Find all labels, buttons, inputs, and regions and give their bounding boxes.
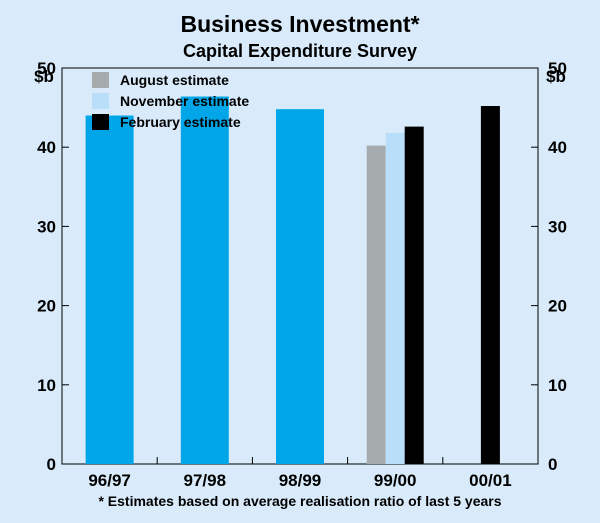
legend-label-november: November estimate <box>120 93 249 109</box>
bar-actual-96-97 <box>85 115 134 465</box>
legend-swatch-august <box>92 72 109 88</box>
chart-title: Business Investment* <box>180 11 419 37</box>
y-tick-label-left: 50 <box>37 59 56 78</box>
bars <box>85 96 500 465</box>
axis-ticks: 0 0 10 10 20 20 30 30 40 40 50 50 96/97 97/98 98/99 99/… <box>37 59 567 490</box>
y-tick-label-right: 20 <box>548 297 567 316</box>
x-tick-label: 98/99 <box>279 471 322 490</box>
y-tick-label-left: 40 <box>37 138 56 157</box>
bar-february-99-00 <box>404 126 424 464</box>
y-tick-label-left: 30 <box>37 217 56 236</box>
bar-august-99-00 <box>366 145 386 464</box>
footnote: * Estimates based on average realisation… <box>98 493 501 509</box>
x-tick-label: 00/01 <box>469 471 512 490</box>
legend-label-february: February estimate <box>120 114 241 130</box>
y-axis-unit-right: $b <box>546 67 566 86</box>
legend: August estimate November estimate February… <box>92 72 249 130</box>
bar-february-00-01 <box>480 106 500 465</box>
legend-swatch-february <box>92 114 109 130</box>
legend-swatch-november <box>92 93 109 109</box>
chart-subtitle: Capital Expenditure Survey <box>183 41 417 61</box>
bar-actual-98-99 <box>276 109 324 465</box>
y-tick-label-left: 0 <box>47 455 56 474</box>
bar-actual-97-98 <box>180 96 229 465</box>
y-tick-label-right: 30 <box>548 217 567 236</box>
y-tick-label-left: 20 <box>37 297 56 316</box>
y-tick-label-right: 10 <box>548 376 567 395</box>
x-tick-label: 96/97 <box>88 471 131 490</box>
y-axis-unit-left: $b <box>34 67 54 86</box>
y-tick-label-right: 40 <box>548 138 567 157</box>
legend-label-august: August estimate <box>120 72 229 88</box>
y-tick-label-right: 0 <box>548 455 557 474</box>
y-tick-label-left: 10 <box>37 376 56 395</box>
bar-november-99-00 <box>385 132 405 464</box>
y-tick-label-right: 50 <box>548 59 567 78</box>
x-tick-label: 97/98 <box>184 471 227 490</box>
x-tick-label: 99/00 <box>374 471 417 490</box>
